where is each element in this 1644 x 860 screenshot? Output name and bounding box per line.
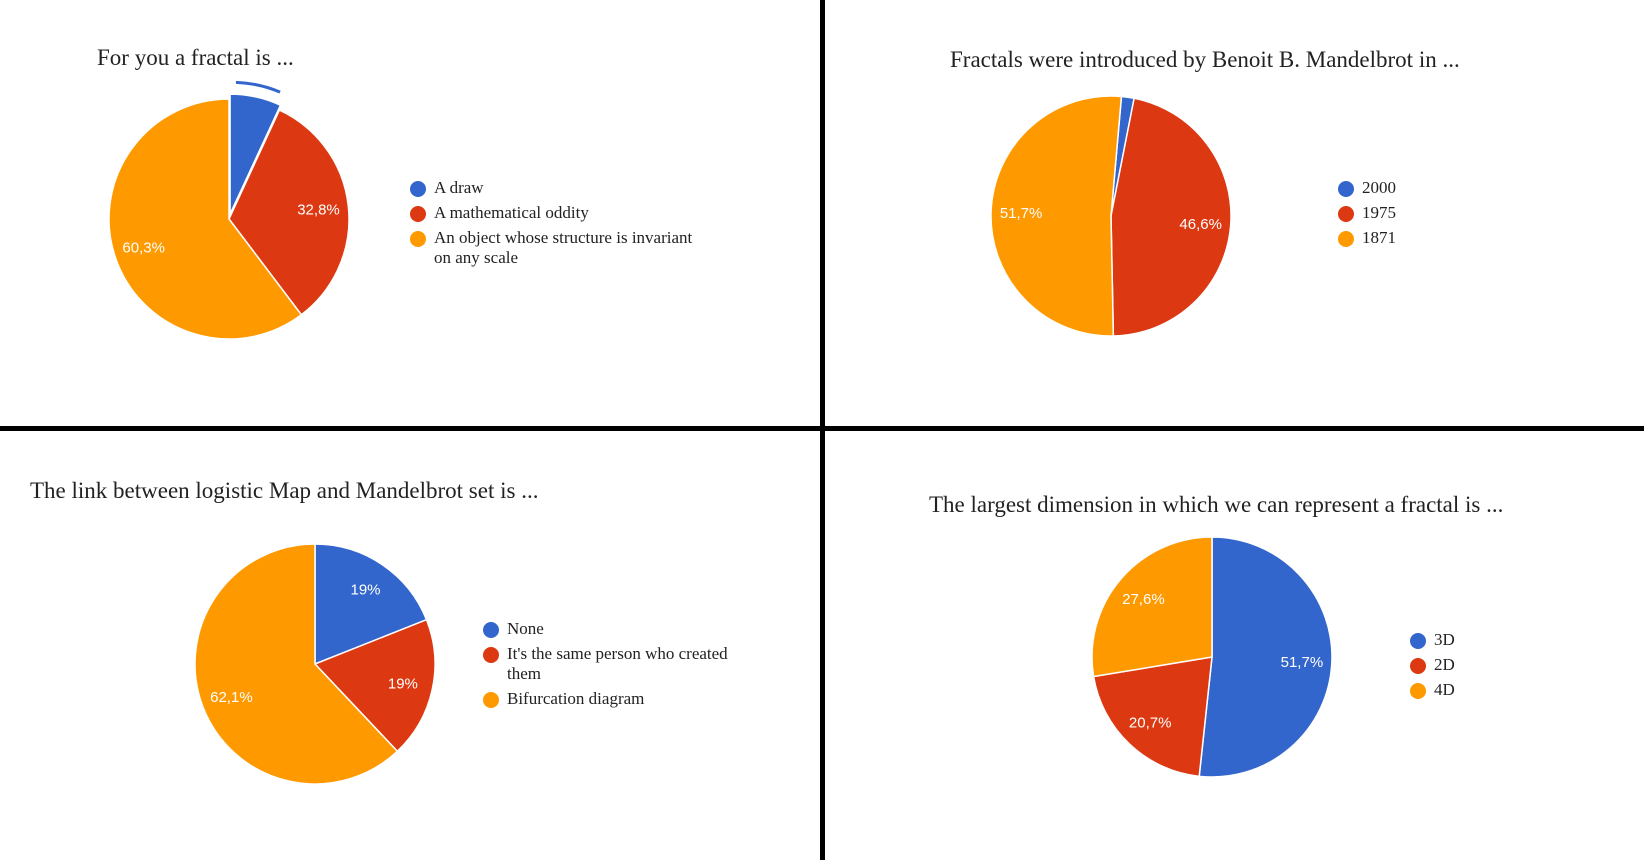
chart-legend: None It's the same person who created the… [483, 619, 753, 714]
legend-item-a-mathematical-oddity: A mathematical oddity [410, 203, 710, 223]
legend-item-it-s-the-same-person-who-created-them: It's the same person who created them [483, 644, 753, 684]
legend-swatch [483, 622, 499, 638]
pie-slice-1871 [990, 95, 1123, 337]
chart-panel-fractal-definition: For you a fractal is ... 32,8% 60,3% A dr… [0, 0, 820, 426]
pie-slice-an-object-whose-structure-is-invariant-on-any-scale [108, 98, 303, 340]
pie-slice-none [314, 543, 428, 666]
legend-item-none: None [483, 619, 753, 639]
legend-item-2d: 2D [1410, 655, 1610, 675]
legend-swatch [1410, 633, 1426, 649]
legend-swatch [410, 181, 426, 197]
pie-chart: 32,8% 60,3% [108, 80, 350, 340]
chart-legend: 3D 2D 4D [1410, 630, 1610, 705]
legend-swatch [1338, 231, 1354, 247]
legend-swatch [1410, 658, 1426, 674]
pie-chart: 46,6% 51,7% [990, 95, 1232, 337]
legend-label: A mathematical oddity [434, 203, 589, 222]
pie-chart: 51,7% 20,7% 27,6% [1091, 536, 1333, 778]
pie-slice-3d [1198, 536, 1333, 778]
legend-swatch [1338, 181, 1354, 197]
legend-label: 1871 [1362, 228, 1396, 247]
slice-value-label: 27,6% [1122, 591, 1165, 608]
chart-panel-mandelbrot-year: Fractals were introduced by Benoit B. Ma… [825, 0, 1644, 426]
slice-value-label: 32,8% [297, 201, 340, 218]
legend-label: 1975 [1362, 203, 1396, 222]
slice-value-label: 51,7% [1281, 654, 1324, 671]
pie-slice-4d [1091, 536, 1213, 678]
legend-label: It's the same person who created them [507, 644, 728, 683]
legend-swatch [410, 206, 426, 222]
slice-value-label: 60,3% [122, 240, 165, 257]
slice-value-label: 62,1% [210, 689, 253, 706]
legend-label: 2D [1434, 655, 1455, 674]
legend-item-3d: 3D [1410, 630, 1610, 650]
pie-slice-2d [1092, 656, 1213, 778]
legend-item-4d: 4D [1410, 680, 1610, 700]
legend-swatch [410, 231, 426, 247]
slice-value-label: 20,7% [1129, 714, 1172, 731]
chart-title: The largest dimension in which we can re… [929, 492, 1504, 517]
legend-label: 3D [1434, 630, 1455, 649]
chart-title: The link between logistic Map and Mandel… [30, 478, 539, 503]
legend-label: Bifurcation diagram [507, 689, 645, 708]
chart-title: Fractals were introduced by Benoit B. Ma… [950, 47, 1460, 72]
legend-swatch [483, 692, 499, 708]
pie-chart: 19% 19% 62,1% [194, 543, 436, 785]
legend-item-1871: 1871 [1338, 228, 1538, 248]
legend-swatch [1410, 683, 1426, 699]
chart-title: For you a fractal is ... [97, 45, 294, 70]
horizontal-divider [0, 426, 1644, 431]
legend-label: A draw [434, 178, 484, 197]
slice-value-label: 46,6% [1179, 216, 1222, 233]
pie-slice-bifurcation-diagram [194, 543, 399, 785]
pie-slice-a-mathematical-oddity [228, 109, 350, 316]
slice-value-label: 19% [388, 676, 418, 693]
chart-panel-largest-dimension: The largest dimension in which we can re… [825, 431, 1644, 860]
legend-label: None [507, 619, 544, 638]
legend-item-a-draw: A draw [410, 178, 710, 198]
legend-item-bifurcation-diagram: Bifurcation diagram [483, 689, 753, 709]
pie-slice-a-draw [229, 93, 282, 215]
pie-slice-it-s-the-same-person-who-created-them [313, 618, 436, 753]
legend-item-2000: 2000 [1338, 178, 1538, 198]
legend-item-an-object-whose-structure-is-invariant-on-any-scale: An object whose structure is invariant o… [410, 228, 710, 268]
chart-panel-logistic-map-link: The link between logistic Map and Mandel… [0, 431, 820, 860]
chart-legend: 2000 1975 1871 [1338, 178, 1538, 253]
legend-swatch [483, 647, 499, 663]
pie-slice-highlight-ring [235, 80, 281, 94]
legend-swatch [1338, 206, 1354, 222]
legend-item-1975: 1975 [1338, 203, 1538, 223]
legend-label: 2000 [1362, 178, 1396, 197]
legend-label: 4D [1434, 680, 1455, 699]
legend-label: An object whose structure is invariant o… [434, 228, 693, 267]
slice-value-label: 19% [350, 582, 380, 599]
chart-legend: A draw A mathematical oddity An object who… [410, 178, 710, 273]
pie-slice-1975 [1110, 97, 1232, 337]
slice-value-label: 51,7% [1000, 205, 1043, 222]
